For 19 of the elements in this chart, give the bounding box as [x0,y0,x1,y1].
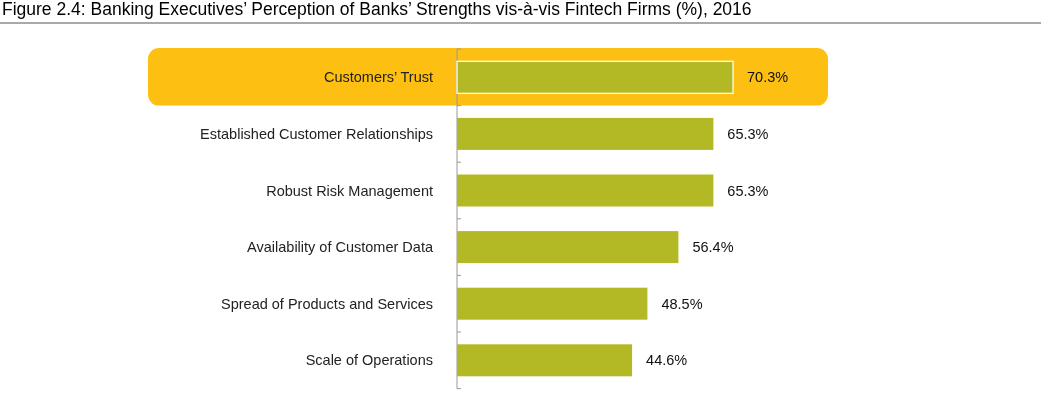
y-tick-label: Robust Risk Management [266,182,433,199]
data-label: 70.3% [747,69,789,86]
data-label: 44.6% [646,352,688,369]
bar [457,344,633,377]
y-tick-label: Scale of Operations [305,352,433,369]
y-tick-label: Established Customer Relationships [200,125,433,142]
bar [457,231,679,264]
bar [457,117,714,150]
y-tick-label: Availability of Customer Data [247,239,434,256]
bar [457,287,648,320]
bar [456,60,734,94]
y-tick-label: Spread of Products and Services [221,295,433,312]
data-label: 65.3% [727,125,769,142]
data-label: 48.5% [661,295,703,312]
chart-title: Figure 2.4: Banking Executives’ Perception of Banks’ Strengths vis-à-vis Fintech Firms (%), 2016 [2,0,752,19]
data-label: 65.3% [727,182,769,199]
y-tick-label: Customers’ Trust [323,69,433,86]
data-label: 56.4% [692,239,734,256]
bar [457,174,714,207]
